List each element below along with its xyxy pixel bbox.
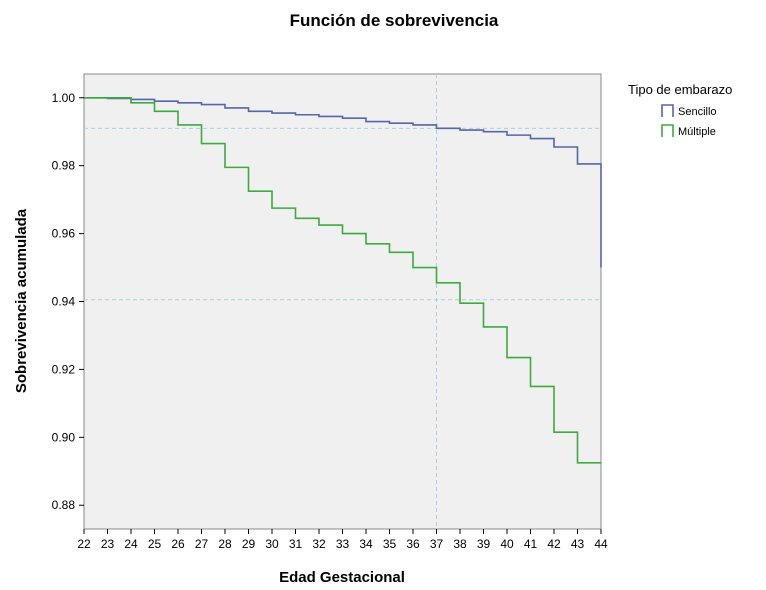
x-axis-title: Edad Gestacional — [279, 569, 405, 586]
y-tick-label: 0.92 — [52, 362, 76, 376]
x-tick-label: 22 — [77, 537, 91, 551]
x-tick-label: 31 — [289, 537, 303, 551]
x-tick-label: 38 — [453, 537, 467, 551]
x-tick-label: 27 — [195, 537, 209, 551]
x-tick-label: 30 — [265, 537, 279, 551]
x-tick-label: 44 — [594, 537, 608, 551]
x-tick-label: 42 — [547, 537, 561, 551]
x-tick-label: 32 — [312, 537, 326, 551]
y-tick-label: 0.94 — [52, 295, 76, 309]
series-layer — [84, 96, 602, 464]
y-tick-label: 1.00 — [52, 91, 76, 105]
y-tick-label: 0.90 — [52, 430, 76, 444]
x-tick-label: 43 — [571, 537, 585, 551]
x-axis: 22 23 24 25 26 27 28 29 30 31 32 33 34 35 36 37 38 39 40 41… — [77, 529, 608, 551]
x-tick-label: 29 — [242, 537, 256, 551]
legend-swatch — [661, 124, 674, 137]
legend-label: Múltiple — [678, 126, 716, 138]
y-axis: 1.00 0.98 0.96 0.94 0.92 0.90 0.88 — [52, 91, 84, 512]
legend-items: Sencillo Múltiple — [661, 104, 717, 138]
x-tick-label: 25 — [148, 537, 162, 551]
chart-title: Función de sobrevivencia — [290, 11, 499, 30]
y-tick-label: 0.96 — [52, 227, 76, 241]
legend-title: Tipo de embarazo — [628, 82, 732, 97]
legend-label: Sencillo — [678, 106, 717, 118]
legend: Tipo de embarazo Sencillo Múltiple — [628, 82, 732, 138]
y-tick-label: 0.88 — [52, 498, 76, 512]
x-tick-label: 35 — [383, 537, 397, 551]
x-tick-label: 28 — [218, 537, 232, 551]
x-tick-label: 23 — [101, 537, 115, 551]
x-tick-label: 41 — [524, 537, 538, 551]
x-tick-label: 26 — [171, 537, 185, 551]
x-tick-label: 24 — [124, 537, 138, 551]
series-line-sencillo — [84, 96, 602, 268]
reference-lines — [84, 74, 601, 529]
x-tick-label: 33 — [336, 537, 350, 551]
x-tick-label: 37 — [430, 537, 444, 551]
x-tick-label: 34 — [359, 537, 373, 551]
x-tick-label: 39 — [477, 537, 491, 551]
x-tick-label: 36 — [406, 537, 420, 551]
series-line-multiple — [84, 96, 601, 464]
x-tick-label: 40 — [500, 537, 514, 551]
y-axis-title: Sobrevivencia acumulada — [13, 208, 30, 393]
legend-swatch — [661, 104, 674, 117]
plot-area — [83, 73, 602, 530]
y-tick-label: 0.98 — [52, 159, 76, 173]
